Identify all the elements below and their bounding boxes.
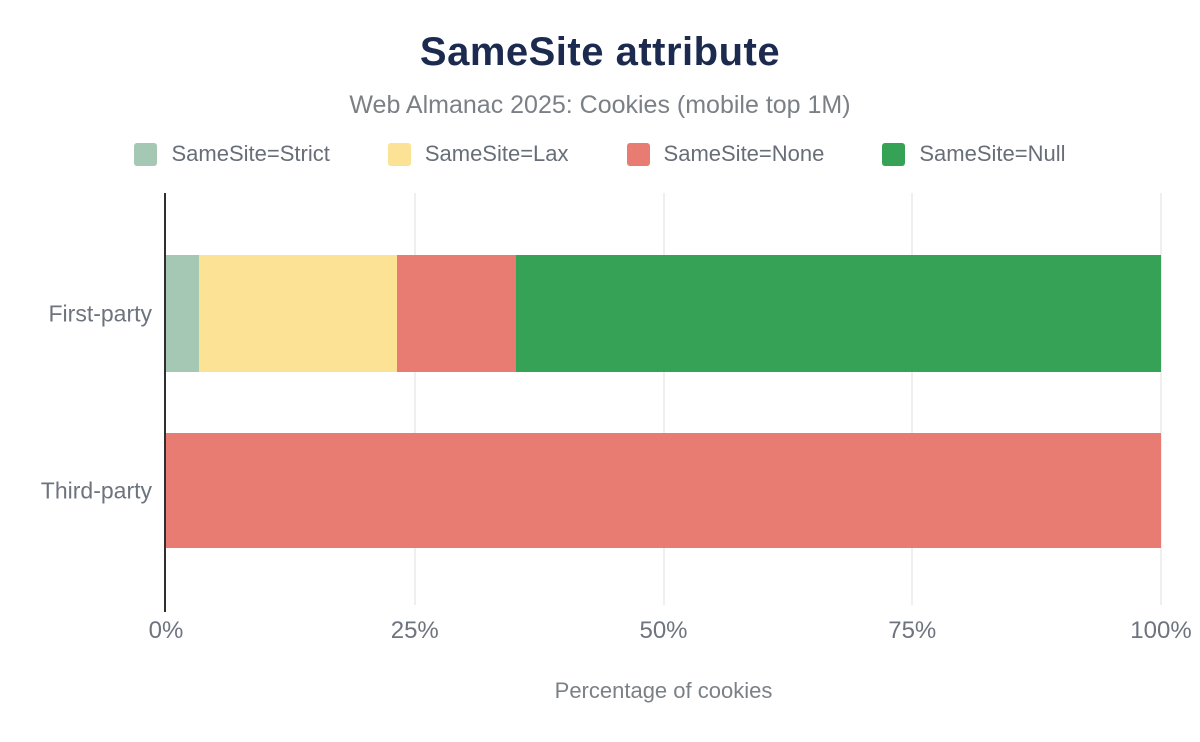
- bar-segment-samesite-none: [396, 255, 517, 372]
- legend-item: SameSite=Strict: [134, 141, 330, 167]
- x-axis-title: Percentage of cookies: [554, 678, 773, 703]
- gridline: [662, 193, 665, 605]
- bar-row: [166, 433, 1161, 548]
- gridline: [911, 193, 914, 605]
- x-tick-label: 75%: [888, 617, 937, 644]
- legend: SameSite=Strict SameSite=Lax SameSite=None…: [0, 141, 1200, 167]
- bar-segment-samesite-strict: [166, 255, 199, 372]
- gridline: [413, 193, 416, 605]
- legend-item: SameSite=Lax: [387, 141, 569, 167]
- bar-row: [166, 255, 1161, 372]
- legend-label: SameSite=None: [663, 141, 825, 166]
- bar-segment-samesite-null: [516, 255, 1161, 372]
- bar-segment-samesite-lax: [198, 255, 397, 372]
- page-subtitle: Web Almanac 2025: Cookies (mobile top 1M…: [349, 91, 851, 119]
- y-axis-label: First-party: [48, 300, 153, 326]
- legend-label: SameSite=Null: [919, 141, 1066, 166]
- x-tick-label: 0%: [148, 617, 184, 644]
- gridline: [1160, 193, 1162, 605]
- legend-label: SameSite=Strict: [171, 141, 330, 166]
- legend-swatch-icon: [882, 142, 906, 166]
- bar-segment-samesite-none: [166, 433, 1161, 548]
- legend-item: SameSite=Null: [882, 141, 1066, 167]
- x-tick-label: 100%: [1130, 617, 1192, 644]
- x-tick-label: 50%: [639, 617, 688, 644]
- legend-item: SameSite=None: [626, 141, 825, 167]
- plot-area: [164, 193, 1162, 612]
- x-tick-label: 25%: [390, 617, 439, 644]
- legend-swatch-icon: [134, 142, 158, 166]
- legend-swatch-icon: [626, 142, 650, 166]
- x-axis-ticks: 0% 25% 50% 75% 100%: [149, 617, 1192, 647]
- y-axis-labels: First-party Third-party: [0, 0, 152, 742]
- y-axis-line: [164, 193, 166, 612]
- y-axis-label: Third-party: [40, 477, 152, 503]
- legend-label: SameSite=Lax: [424, 141, 569, 166]
- page-title: SameSite attribute: [419, 30, 781, 74]
- legend-swatch-icon: [387, 142, 411, 166]
